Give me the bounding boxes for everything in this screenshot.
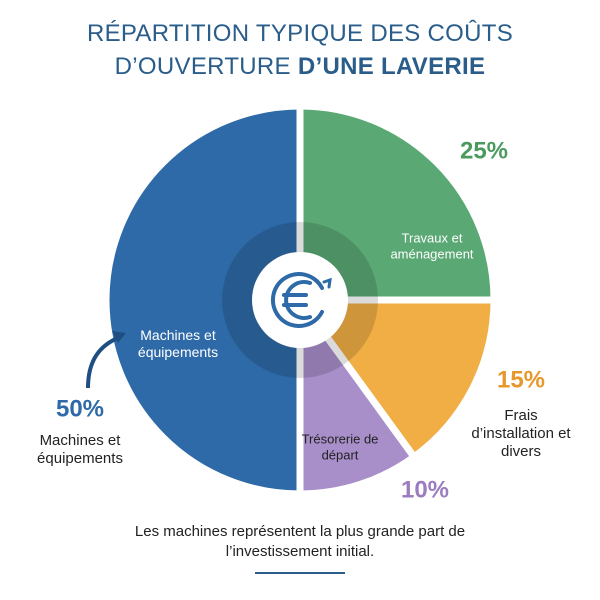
category-label: Frais d’installation et divers xyxy=(471,407,571,460)
slice xyxy=(296,102,498,304)
pie xyxy=(102,102,498,498)
title-bold: D’UNE LAVERIE xyxy=(297,53,486,80)
slice-label: Trésorerie de départ xyxy=(301,431,379,462)
slice-label: Machines et équipements xyxy=(137,327,219,360)
slice xyxy=(102,102,304,498)
footnote: Les machines représentent la plus grande… xyxy=(134,523,466,561)
slice xyxy=(296,296,498,461)
euro-icon xyxy=(271,272,332,328)
category-label: Machines et équipements xyxy=(37,432,123,467)
value-label: 25% xyxy=(459,137,509,165)
title-part: D’OUVERTURE xyxy=(114,53,291,80)
title-line: D’OUVERTURE D’UNE LAVERIE xyxy=(0,53,600,81)
slice-label: Travaux et aménagement xyxy=(390,230,474,261)
center-disc xyxy=(252,252,348,348)
arrow xyxy=(86,335,121,389)
value-label: 10% xyxy=(400,476,450,504)
value-label: 15% xyxy=(496,366,546,394)
arrow-head xyxy=(112,331,126,343)
title-line: RÉPARTITION TYPIQUE DES COÛTS xyxy=(86,20,514,47)
value-label: 50% xyxy=(55,395,105,423)
slice xyxy=(296,296,418,498)
